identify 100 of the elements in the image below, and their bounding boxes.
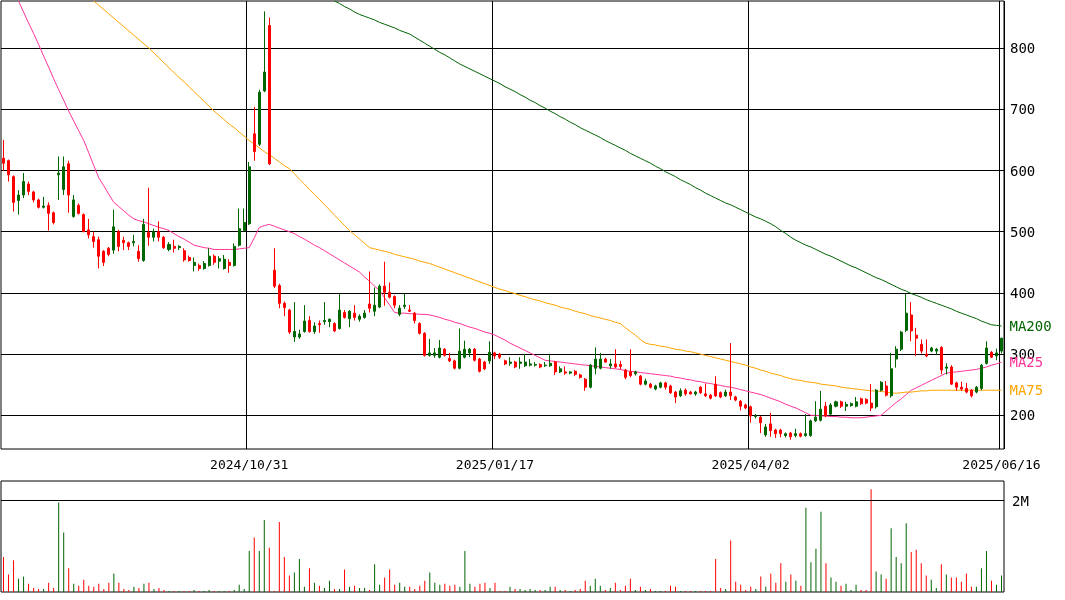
candlestick [293, 301, 296, 343]
candlestick [759, 415, 762, 434]
candlestick [754, 413, 757, 419]
candlestick [910, 301, 913, 342]
candlestick [228, 258, 231, 274]
candlestick [17, 189, 20, 216]
candlestick [549, 354, 552, 368]
candlestick [714, 375, 717, 398]
candlestick [198, 263, 201, 272]
candlestick [749, 405, 752, 424]
candlestick [313, 321, 316, 335]
candlestick [137, 244, 140, 263]
candlestick [37, 198, 40, 209]
candlestick [408, 304, 411, 313]
y-tick-label: 600 [1010, 162, 1036, 179]
candlestick [448, 352, 451, 363]
candlestick [142, 218, 145, 263]
candlestick [634, 370, 637, 377]
candlestick [784, 431, 787, 438]
candlestick [970, 388, 973, 399]
candlestick [915, 327, 918, 357]
candlestick [504, 359, 507, 366]
candlestick [483, 360, 486, 371]
candlestick [188, 255, 191, 263]
candlestick [117, 229, 120, 252]
candlestick [42, 196, 45, 209]
candlestick [468, 347, 471, 358]
candlestick [488, 340, 491, 365]
candlestick [529, 358, 532, 367]
candlestick [554, 360, 557, 376]
candlestick [734, 395, 737, 402]
candlestick [569, 370, 572, 375]
candlestick [845, 401, 848, 412]
candlestick [509, 356, 512, 367]
candlestick [579, 373, 582, 380]
candlestick [880, 380, 883, 392]
candlestick [92, 231, 95, 249]
candlestick [544, 361, 547, 368]
candlestick [193, 256, 196, 273]
x-tick-label: 2024/10/31 [210, 457, 289, 472]
series-label: MA200 [1009, 317, 1052, 334]
candlestick [223, 254, 226, 271]
y-tick-label: 800 [1010, 40, 1036, 57]
candlestick [183, 247, 186, 263]
candlestick [574, 369, 577, 377]
candlestick [12, 174, 15, 213]
candlestick [975, 385, 978, 394]
candlestick [589, 363, 592, 389]
candlestick [950, 364, 953, 386]
candlestick [203, 260, 206, 271]
candlestick [875, 388, 878, 410]
candlestick [127, 241, 130, 251]
series-label: MA75 [1009, 382, 1044, 399]
candlestick [233, 242, 236, 268]
candlestick [619, 360, 622, 370]
candlestick [674, 390, 677, 404]
candlestick [629, 348, 632, 378]
candlestick [428, 338, 431, 358]
y-tick-label: 400 [1010, 284, 1036, 301]
candlestick [413, 311, 416, 325]
candlestick [368, 271, 371, 314]
candlestick [559, 365, 562, 374]
candlestick [524, 353, 527, 368]
candlestick [519, 356, 522, 370]
candlestick [72, 194, 75, 219]
candlestick [498, 352, 501, 360]
candlestick [744, 403, 747, 410]
candlestick [353, 304, 356, 321]
candlestick [930, 346, 933, 353]
candlestick [534, 361, 537, 367]
candlestick [664, 381, 667, 391]
candlestick [157, 220, 160, 243]
candlestick [900, 330, 903, 352]
candlestick [178, 244, 181, 251]
x-tick-label: 2025/01/17 [455, 457, 535, 472]
candlestick [132, 234, 135, 247]
y-tick-label: 700 [1010, 101, 1036, 118]
candlestick [644, 378, 647, 386]
candlestick [358, 313, 361, 323]
candlestick [438, 339, 441, 359]
candlestick [328, 318, 331, 328]
candlestick [478, 357, 481, 373]
candlestick [840, 400, 843, 409]
candlestick [739, 399, 742, 411]
candlestick [779, 428, 782, 438]
candlestick [850, 401, 853, 408]
candlestick [458, 327, 461, 370]
candlestick [283, 301, 286, 317]
candlestick [895, 345, 898, 369]
candlestick [112, 209, 115, 255]
candlestick [338, 293, 341, 331]
candlestick [594, 346, 597, 375]
candlestick [47, 201, 50, 232]
candlestick [724, 389, 727, 398]
candlestick [248, 161, 251, 226]
candlestick [433, 347, 436, 359]
y-tick-label: 500 [1010, 223, 1036, 240]
candlestick [423, 331, 426, 358]
candlestick [920, 338, 923, 355]
candlestick [639, 374, 642, 386]
